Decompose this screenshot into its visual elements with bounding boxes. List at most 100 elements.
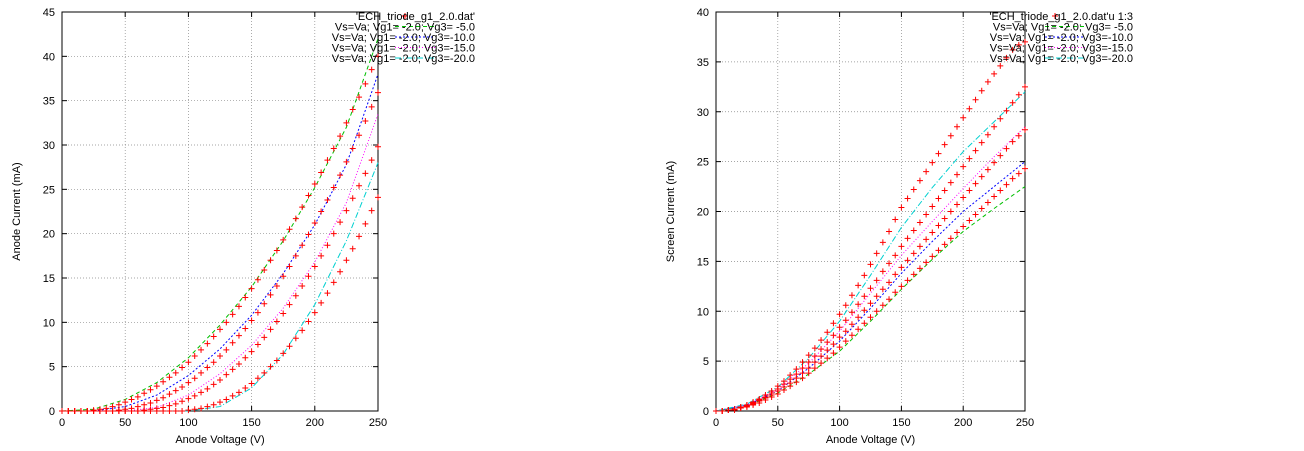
data-point [229,366,236,373]
data-point [916,243,923,250]
data-point [305,192,312,199]
data-point [793,379,800,386]
data-point [855,314,862,321]
data-point [892,289,899,296]
data-point [873,293,880,300]
data-point [223,396,230,403]
data-point [324,157,331,164]
y-tick-label: 15 [43,273,55,285]
legend-label: Vs=Va; Vg1= -2.0; Vg3= -5.0 [993,22,1133,34]
x-tick-label: 100 [830,417,848,429]
data-point [756,400,763,407]
data-point [59,408,65,414]
data-point [235,303,242,310]
data-point [910,250,917,257]
y-tick-label: 0 [703,406,709,418]
data-point [904,195,911,202]
data-point [818,346,825,353]
data-point [191,406,198,413]
data-point [254,309,261,316]
data-point [273,357,280,364]
data-point [242,294,249,301]
data-point [166,391,173,398]
x-axis-label: Anode Voltage (V) [826,434,915,446]
x-tick-label: 200 [306,417,324,429]
data-point [855,282,862,289]
data-point [254,276,261,283]
y-tick-label: 25 [43,184,55,196]
data-point [235,361,242,368]
data-point [153,397,160,404]
data-point [141,401,148,408]
data-point [217,376,223,383]
data-point [242,325,249,332]
data-point [217,326,223,333]
data-point [966,155,973,162]
data-point [229,339,236,346]
data-point [991,70,998,77]
x-tick-label: 250 [1016,417,1034,429]
data-point [991,193,998,200]
data-point [861,307,868,314]
data-point [242,384,249,391]
data-point [179,408,186,414]
data-point [210,381,217,388]
data-point [916,177,923,184]
data-point [867,261,874,268]
data-point [191,392,198,399]
data-point [923,236,930,243]
data-point [153,408,160,414]
data-point [349,145,356,152]
data-point [774,391,781,398]
data-point [984,78,991,85]
data-point [286,263,293,270]
data-point [356,182,363,189]
data-point [286,301,293,308]
data-point [719,408,726,414]
data-point [134,393,141,400]
data-point [898,283,905,290]
data-point [935,150,942,157]
data-point [811,345,818,352]
data-point [273,282,280,289]
series-line-4 [715,91,1026,412]
plot-frame [715,11,1026,412]
y-tick-label: 40 [43,51,55,63]
x-tick-label: 200 [954,417,972,429]
data-point [343,207,350,214]
y-tick-label: 35 [43,96,55,108]
data-point [337,172,344,179]
data-point [1015,132,1022,139]
data-point [879,302,886,309]
data-point [954,123,961,130]
data-point [929,203,936,210]
data-point [172,408,179,414]
data-point [280,273,287,280]
data-point [324,196,331,203]
data-point [879,268,886,275]
data-point [984,199,991,206]
data-point [861,272,868,279]
data-point [1003,54,1010,61]
data-point [198,389,205,396]
data-point [842,328,849,335]
data-point [286,343,293,350]
data-point [1015,91,1022,98]
data-point [261,369,268,376]
data-point [737,405,744,412]
data-point [134,408,141,414]
data-point [185,395,192,402]
data-point [305,273,312,280]
data-point [248,285,255,292]
data-point [185,359,192,366]
data-point [916,219,923,226]
data-point [343,257,350,264]
data-point [191,375,198,382]
data-point [141,390,148,397]
data-point [904,235,911,242]
data-point [997,152,1004,159]
data-point [223,346,230,353]
data-point [842,302,849,309]
data-point [210,401,217,408]
data-point [997,187,1004,194]
